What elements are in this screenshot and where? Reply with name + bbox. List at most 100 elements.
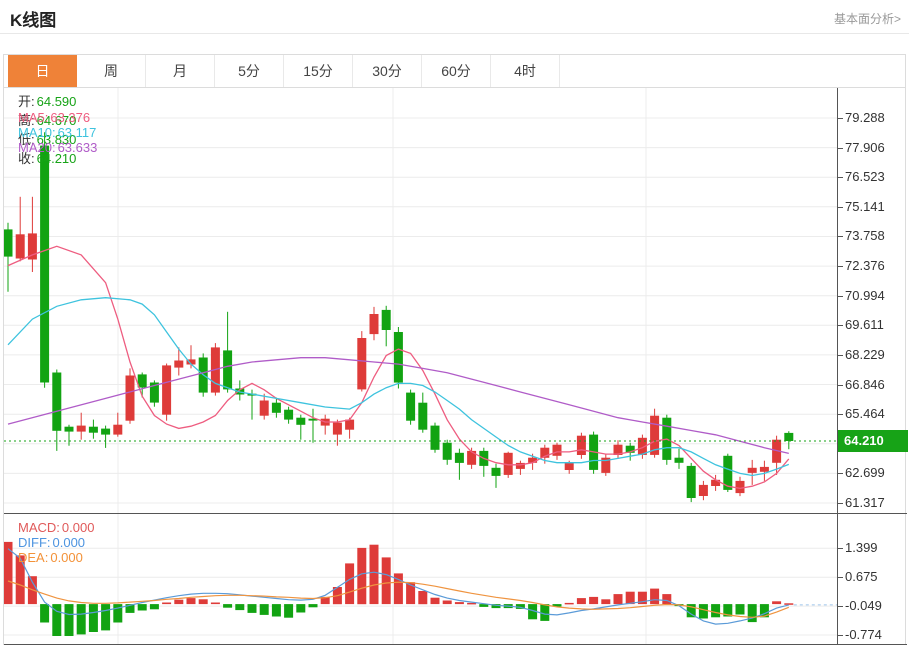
legend-value: 63.830: [36, 132, 77, 147]
y-axis-tick: [838, 296, 843, 297]
candle: [759, 460, 769, 481]
candle: [430, 422, 440, 453]
macd-bar: [711, 604, 721, 618]
macd-bar: [149, 604, 159, 610]
macd-bar: [479, 604, 489, 607]
y-axis-label: 77.906: [845, 140, 885, 155]
candlestick-chart[interactable]: [4, 88, 837, 513]
macd-bar: [723, 604, 733, 617]
candle: [454, 448, 464, 480]
candle: [15, 196, 25, 262]
candle: [637, 434, 647, 459]
candle: [76, 412, 86, 440]
legend-label: DIFF:: [18, 535, 51, 550]
macd-bar: [430, 597, 440, 605]
candle: [613, 440, 623, 459]
y-axis-tick: [838, 385, 843, 386]
tab-60min[interactable]: 60分: [422, 55, 491, 87]
candle: [174, 347, 184, 376]
legend-item: DEA: 0.000: [18, 550, 94, 565]
price-axis-line: [837, 88, 838, 645]
y-axis-label: 73.758: [845, 228, 885, 243]
tab-day[interactable]: 日: [8, 55, 77, 87]
macd-bar: [381, 557, 391, 605]
legend-value: 63.633: [57, 140, 98, 155]
macd-bar: [454, 602, 464, 605]
macd-bar: [625, 591, 635, 605]
macd-bar: [88, 604, 98, 632]
y-axis-tick: [838, 635, 843, 636]
macd-legend: MACD: 0.000 DIFF: 0.000 DEA: 0.000: [18, 520, 110, 565]
y-axis-tick: [838, 118, 843, 119]
y-axis-tick: [838, 577, 843, 578]
candle: [40, 132, 50, 388]
candle: [64, 424, 74, 446]
macd-bar: [759, 604, 769, 618]
legend-label: MA5:: [18, 110, 49, 125]
macd-bar: [393, 573, 403, 605]
macd-bar: [247, 604, 257, 613]
macd-bar: [271, 604, 281, 617]
legend-value: 64.590: [36, 94, 77, 109]
legend-item: MA20: 63.633: [18, 140, 97, 155]
tab-30min[interactable]: 30分: [353, 55, 422, 87]
legend-value: 63.376: [50, 110, 91, 125]
macd-bar: [174, 599, 184, 605]
macd-bar: [125, 604, 135, 613]
legend-item: 开: 64.590: [18, 91, 76, 110]
candle: [442, 439, 452, 465]
ma-legend: MA5: 63.376 MA10: 63.117 MA20: 63.633: [18, 110, 113, 155]
y-axis-label: 79.288: [845, 110, 885, 125]
candle: [284, 406, 294, 424]
macd-bar: [747, 604, 757, 623]
macd-bar: [637, 591, 647, 605]
macd-bar: [540, 604, 550, 621]
candle: [27, 196, 37, 272]
candle: [601, 453, 611, 476]
tab-4hour[interactable]: 4时: [491, 55, 560, 87]
macd-bar: [589, 596, 599, 605]
tab-5min[interactable]: 5分: [215, 55, 284, 87]
candle: [162, 363, 172, 421]
y-axis-tick: [838, 473, 843, 474]
macd-separator-line: [4, 513, 907, 514]
macd-bar: [369, 544, 379, 605]
candle: [381, 305, 391, 347]
candle: [735, 476, 745, 497]
y-axis-tick: [838, 266, 843, 267]
macd-bar: [15, 555, 25, 605]
y-axis-label: 66.846: [845, 377, 885, 392]
tab-15min[interactable]: 15分: [284, 55, 353, 87]
candle: [576, 432, 586, 459]
macd-bar: [650, 588, 660, 605]
page-title: K线图: [10, 11, 57, 30]
macd-bar: [4, 541, 13, 605]
legend-item: MACD: 0.000: [18, 520, 94, 535]
candle: [784, 431, 794, 450]
tab-month[interactable]: 月: [146, 55, 215, 87]
macd-bar: [467, 602, 477, 605]
macd-bar: [210, 602, 220, 605]
legend-value: 64.670: [36, 113, 77, 128]
legend-item: MA10: 63.117: [18, 125, 97, 140]
candle: [332, 419, 342, 446]
candle: [491, 463, 501, 488]
candle: [101, 425, 111, 448]
candle: [125, 368, 135, 424]
candle: [418, 392, 428, 433]
ma5-line: [7, 245, 790, 490]
legend-label: 低:: [18, 132, 35, 147]
macd-chart[interactable]: [4, 514, 837, 644]
tab-week[interactable]: 周: [77, 55, 146, 87]
fundamental-analysis-link[interactable]: 基本面分析>: [833, 12, 901, 26]
candle: [393, 327, 403, 389]
legend-label: DEA:: [18, 550, 49, 565]
candle: [674, 448, 684, 469]
candle: [137, 372, 147, 398]
macd-bar: [406, 582, 416, 605]
macd-bar: [76, 604, 86, 635]
macd-bar: [308, 604, 318, 608]
macd-bar: [198, 599, 208, 605]
macd-bar: [662, 594, 672, 605]
